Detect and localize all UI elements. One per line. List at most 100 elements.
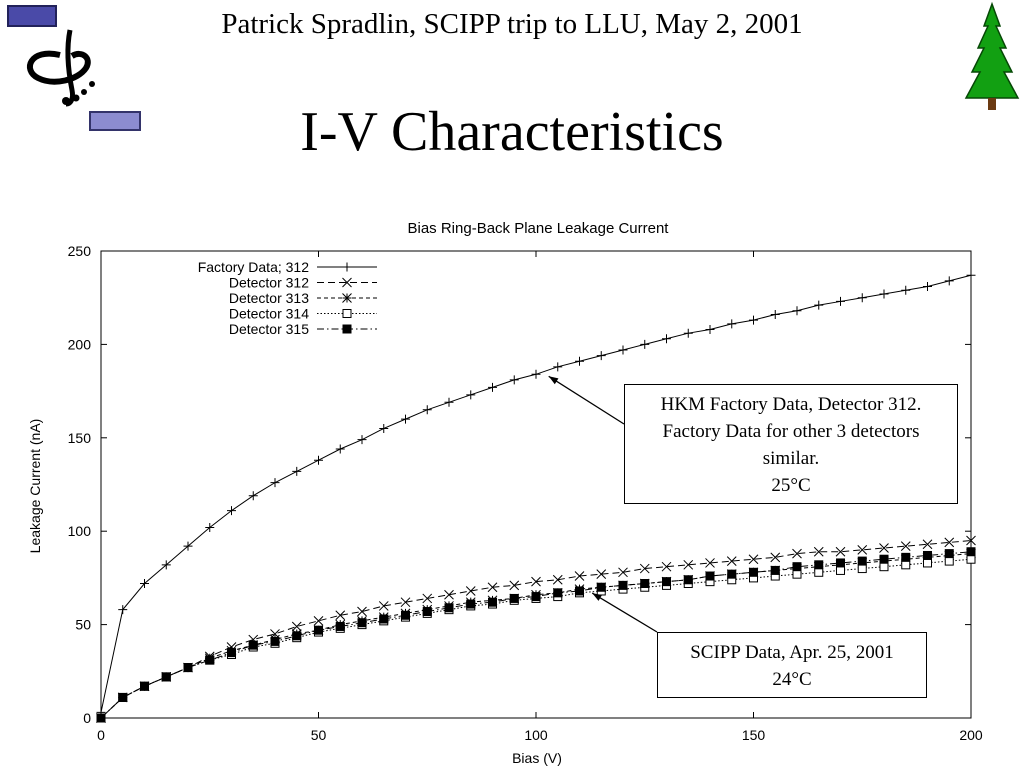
legend-label: Factory Data; 312 (198, 259, 309, 275)
data-point (966, 554, 976, 564)
data-point (618, 567, 628, 578)
data-point (857, 564, 867, 574)
data-point (683, 328, 693, 338)
data-point (161, 672, 171, 682)
data-point (488, 597, 497, 607)
data-point (248, 491, 258, 501)
data-point (270, 478, 280, 488)
x-tick-label: 100 (524, 727, 548, 743)
data-point (531, 369, 541, 379)
data-point (749, 567, 758, 577)
data-point (227, 506, 236, 516)
data-point (335, 610, 346, 621)
data-point (596, 582, 606, 592)
data-point (357, 606, 367, 617)
data-point (836, 296, 845, 306)
data-point (923, 558, 932, 568)
scipp-callout-arrow (591, 592, 658, 633)
legend-label: Detector 312 (229, 275, 309, 291)
data-point (444, 589, 454, 600)
data-point (183, 541, 193, 551)
data-point (552, 574, 563, 585)
data-point (444, 603, 454, 613)
data-point (205, 655, 215, 665)
data-point (857, 545, 868, 555)
data-point (487, 582, 498, 593)
data-point (835, 546, 846, 557)
y-axis-label: Leakage Current (nA) (27, 419, 43, 554)
data-point (270, 636, 280, 646)
data-point (727, 569, 737, 579)
data-point (335, 621, 345, 631)
data-point (444, 397, 454, 407)
data-point (792, 562, 802, 572)
data-point (618, 345, 628, 355)
data-point (966, 547, 976, 557)
data-point (662, 334, 671, 344)
data-point (836, 565, 845, 575)
data-point (118, 692, 128, 702)
data-point (923, 550, 932, 560)
leakage-current-chart: 0 50 100 150 200 0 50 100 150 200 250 Factory Data… (27, 220, 983, 766)
data-point (509, 375, 519, 385)
series-5 (96, 547, 976, 723)
data-point (726, 556, 737, 566)
x-tick-label: 0 (97, 727, 105, 743)
data-point (944, 556, 954, 566)
data-point (422, 593, 433, 604)
data-point (401, 610, 410, 620)
legend-label: Detector 314 (229, 306, 309, 322)
callout-line: similar. (762, 448, 820, 469)
data-point (814, 560, 824, 570)
data-point (574, 571, 585, 581)
y-tick-label: 0 (83, 710, 91, 726)
data-point (466, 390, 476, 400)
data-point (683, 559, 694, 570)
callout-line: HKM Factory Data, Detector 312. (660, 394, 922, 415)
data-point (342, 293, 352, 303)
data-point (879, 289, 889, 299)
data-point (378, 601, 389, 611)
data-point (422, 607, 432, 617)
y-tick-label: 150 (68, 430, 92, 446)
data-point (792, 569, 802, 579)
data-point (813, 546, 824, 557)
factory-callout-arrow (548, 375, 625, 425)
data-point (857, 556, 867, 566)
data-point (639, 563, 650, 574)
data-point (313, 616, 324, 626)
data-point (379, 614, 389, 624)
redwood-tree-icon (964, 1, 1020, 110)
data-point (140, 579, 149, 589)
data-point (640, 339, 650, 349)
scipp-data-callout: SCIPP Data, Apr. 25, 2001 24°C (657, 632, 927, 698)
data-point (401, 414, 410, 424)
data-point (575, 356, 584, 366)
factory-callout-arrow-head (548, 376, 559, 385)
data-point (342, 324, 352, 334)
data-point (705, 558, 715, 568)
data-point (314, 455, 323, 465)
x-tick-label: 50 (311, 727, 327, 743)
data-point (944, 549, 954, 559)
series-line (100, 551, 972, 719)
data-point (966, 535, 976, 546)
data-point (96, 713, 106, 723)
data-point (748, 554, 759, 565)
data-point (379, 423, 389, 433)
data-point (770, 552, 781, 563)
data-point (488, 382, 497, 392)
data-point (292, 631, 302, 641)
factory-data-callout: HKM Factory Data, Detector 312. Factory … (624, 384, 958, 504)
data-point (683, 575, 693, 585)
data-point (292, 466, 302, 476)
data-point (836, 558, 845, 568)
callout-line: Factory Data for other 3 detectors (662, 421, 920, 442)
data-point (879, 554, 889, 564)
x-tick-label: 200 (959, 727, 983, 743)
callout-line: 25°C (771, 475, 811, 496)
data-point (705, 324, 715, 334)
data-point (727, 319, 737, 329)
data-point (466, 599, 476, 609)
data-point (335, 444, 345, 454)
